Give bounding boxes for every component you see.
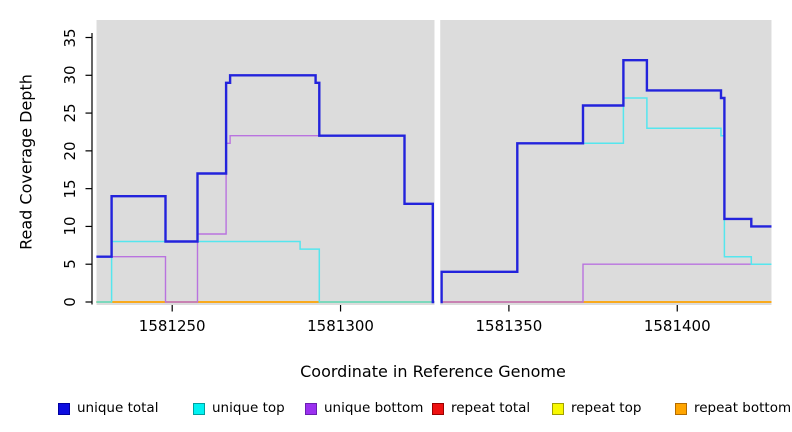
x-tick-label: 1581300 xyxy=(307,317,374,335)
series-unique-top-line xyxy=(96,240,435,303)
series-unique-total-line xyxy=(440,59,772,304)
x-tick-label: 1581400 xyxy=(643,317,711,335)
y-tick-label: 10 xyxy=(61,216,79,236)
y-tick-label: 5 xyxy=(61,259,79,269)
x-axis-title: Coordinate in Reference Genome xyxy=(300,362,566,381)
y-axis-title: Read Coverage Depth xyxy=(16,74,36,250)
x-tick-label: 1581350 xyxy=(475,317,543,335)
y-tick-label: 35 xyxy=(61,27,79,48)
coverage-gap-band xyxy=(434,19,441,306)
x-tick-label: 1581250 xyxy=(138,317,206,335)
y-tick-label: 25 xyxy=(61,103,79,123)
y-tick-label: 15 xyxy=(61,179,79,199)
y-tick-label: 20 xyxy=(61,141,79,161)
y-tick-label: 0 xyxy=(61,297,79,307)
series-unique-bottom-line xyxy=(440,263,772,303)
series-unique-total-line xyxy=(96,74,435,304)
y-tick-label: 30 xyxy=(61,65,79,85)
